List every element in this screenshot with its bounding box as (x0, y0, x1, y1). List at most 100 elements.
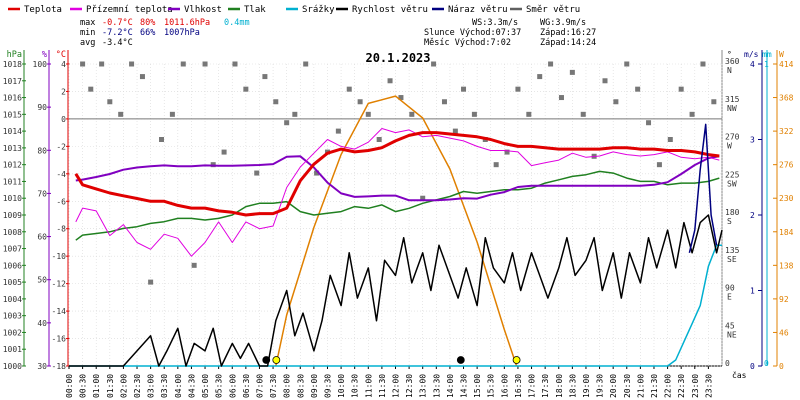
axis-label-percent: 40 (37, 319, 47, 328)
axis-label-hpa: 1000 (3, 362, 22, 371)
axis-label-time: 07:00 (255, 374, 264, 398)
axis-label-hpa: 1017 (3, 77, 22, 86)
wind-direction-point (515, 86, 521, 92)
wind-direction-point (221, 149, 227, 155)
axis-label-time: 17:00 (528, 374, 537, 398)
axis-label-time: 16:00 (500, 374, 509, 398)
stats-wg: WG:3.9m/s (540, 18, 586, 28)
axis-label-time: 05:00 (201, 374, 210, 398)
axis-label-hpa: 1010 (3, 194, 22, 203)
axis-label-wind: 4 (750, 60, 755, 69)
legend-label-4: Srážky (302, 5, 335, 15)
wind-direction-point (548, 61, 554, 67)
wind-direction-point (262, 74, 268, 80)
legend-label-2: Vlhkost (184, 5, 222, 15)
axis-label-rain: 1 (764, 60, 769, 69)
wind-direction-point (580, 111, 586, 117)
wind-direction-point (273, 99, 279, 105)
axis-label-percent: 90 (37, 103, 47, 112)
wind-direction-point (493, 162, 499, 168)
wind-direction-point (180, 61, 186, 67)
wind-direction-point (471, 111, 477, 117)
axis-label-time: 23:00 (691, 374, 700, 398)
series-line-ground (75, 128, 720, 257)
axis-label-radiation: 230 (779, 194, 794, 203)
axis-label-celsius: -16 (52, 335, 67, 344)
wind-direction-point (700, 61, 706, 67)
series-line-humidity (75, 155, 720, 202)
wind-direction-point (159, 137, 165, 142)
wind-direction-point (646, 120, 652, 126)
axis-label-time: 02:00 (119, 374, 128, 398)
wind-direction-point (129, 61, 135, 67)
stats-block: max -0.7°C 80% 1011.6hPa 0.4mm min -7.2°… (80, 18, 596, 48)
axis-label-time: 20:00 (609, 374, 618, 398)
axis-label-direction-name: NE (727, 330, 737, 339)
stats-min-press: 1007hPa (164, 28, 200, 38)
axis-label-time: 14:30 (460, 374, 469, 398)
axis-label-radiation: 46 (779, 328, 789, 337)
axis-label-time: 11:00 (364, 374, 373, 398)
axis-label-time: 15:00 (473, 374, 482, 398)
wind-direction-point (635, 86, 641, 92)
stats-ws: WS:3.3m/s (472, 18, 518, 28)
axis-label-time: 18:00 (555, 374, 564, 398)
wind-direction-point (335, 128, 341, 134)
axis-label-direction-deg: 270 (725, 133, 740, 142)
axis-label-hpa: 1004 (3, 295, 22, 304)
axis-unit-time: čas (732, 370, 747, 380)
axis-label-direction-name: N (727, 66, 732, 75)
axis-label-time: 00:00 (65, 374, 74, 398)
wind-direction-point (387, 78, 393, 84)
axis-label-hpa: 1005 (3, 278, 22, 287)
stats-min-label: min (80, 28, 95, 38)
wind-direction-point (346, 86, 352, 92)
legend-label-0: Teplota (24, 5, 62, 15)
axis-label-percent: 60 (37, 233, 47, 242)
axis-label-time: 19:30 (596, 374, 605, 398)
axis-unit-direction: ° (727, 50, 732, 59)
wind-direction-point (357, 99, 363, 105)
wind-direction-point (613, 99, 619, 105)
axis-label-time: 02:30 (133, 374, 142, 398)
axis-unit-radiation: W (779, 50, 784, 59)
wind-direction-point (711, 99, 717, 105)
axis-label-hpa: 1003 (3, 312, 22, 321)
marker-sun (512, 356, 521, 364)
axis-label-time: 07:30 (269, 374, 278, 398)
axis-label-direction-name: E (727, 293, 732, 302)
axis-label-direction-name: SE (727, 255, 737, 264)
axis-label-time: 10:30 (351, 374, 360, 398)
axis-label-radiation: 184 (779, 228, 794, 237)
marker-sun (272, 356, 281, 364)
stats-avg-label: avg (80, 38, 95, 48)
axis-label-time: 01:00 (92, 374, 101, 398)
axis-label-hpa: 1012 (3, 161, 22, 170)
axis-label-time: 03:30 (160, 374, 169, 398)
axis-label-direction-name: NW (727, 104, 737, 113)
axis-label-time: 12:00 (392, 374, 401, 398)
axis-label-direction-deg: 90 (725, 284, 735, 293)
axis-label-direction-deg: 45 (725, 321, 735, 330)
stats-sunrise: Slunce Východ:07:37 (424, 28, 521, 38)
axis-label-time: 23:30 (704, 374, 713, 398)
axis-label-radiation: 92 (779, 295, 789, 304)
axis-label-wind: 1 (750, 287, 755, 296)
axis-label-time: 22:30 (677, 374, 686, 398)
series-line-temp (74, 131, 720, 217)
axis-label-direction-deg: 0 (725, 359, 730, 368)
wind-direction-point (431, 61, 437, 67)
wind-direction-point (398, 95, 404, 101)
axis-label-hpa: 1008 (3, 228, 22, 237)
axis-label-percent: 100 (33, 60, 48, 69)
axis-unit-wind: m/s (744, 50, 759, 59)
legend-label-3: Tlak (244, 5, 266, 15)
wind-direction-point (461, 86, 467, 92)
axis-unit-hpa: hPa (7, 50, 22, 60)
wind-direction-point (292, 111, 298, 117)
stats-moonset: Západ:14:24 (540, 38, 596, 48)
wind-direction-point (99, 61, 105, 67)
axis-label-hpa: 1001 (3, 345, 22, 354)
